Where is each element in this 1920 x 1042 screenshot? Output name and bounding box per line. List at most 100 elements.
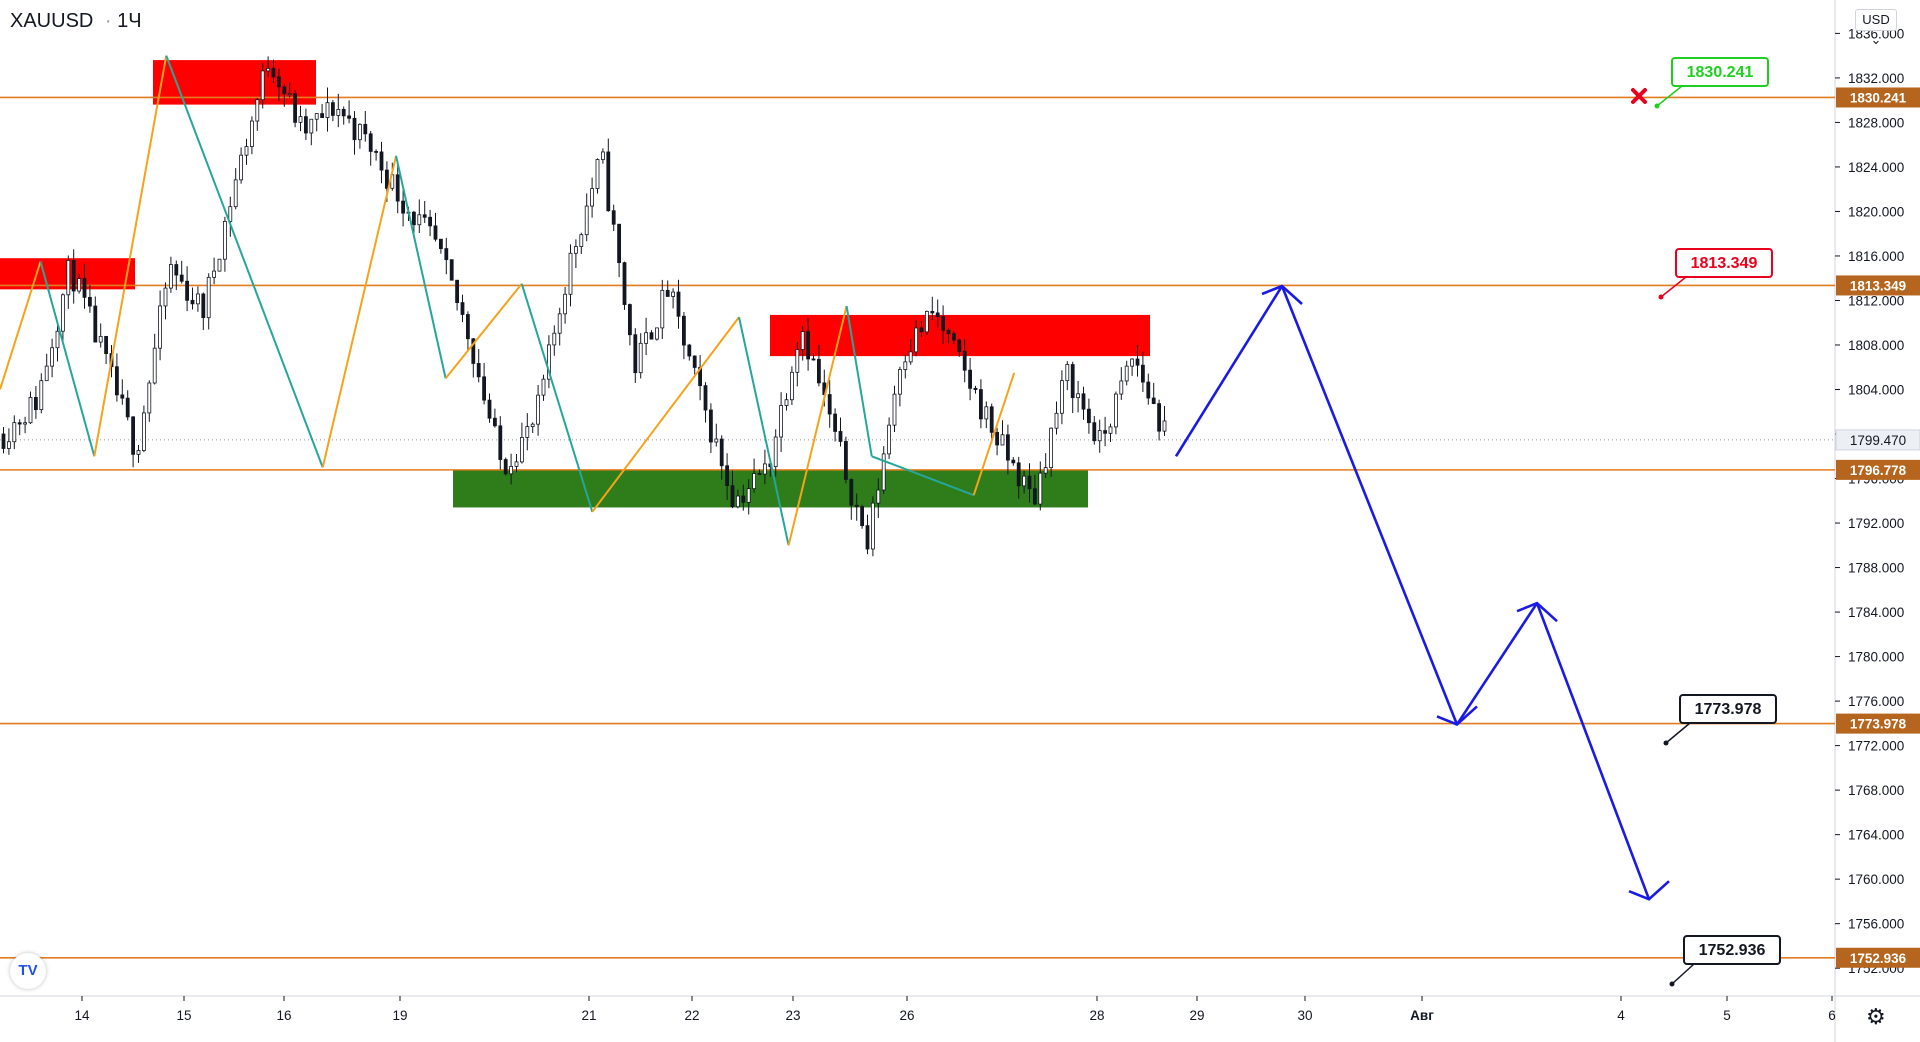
candle-body [357, 123, 362, 141]
candle-body [968, 369, 972, 389]
forecast-segment-0 [1174, 285, 1284, 457]
candle-body [590, 188, 594, 207]
candle-body [320, 113, 325, 118]
candle-body [1141, 364, 1145, 383]
callout-box-2 [1679, 694, 1777, 724]
candle-body [44, 365, 49, 382]
candle-body [1087, 408, 1091, 424]
candle-body [147, 382, 152, 414]
candle-body [77, 278, 81, 292]
candle-body [163, 287, 168, 307]
x-tick-label: 6 [1828, 1008, 1836, 1023]
candle-body [260, 70, 265, 101]
gear-icon[interactable]: ⚙ [1866, 1004, 1886, 1029]
level-price-badge-label-4: 1752.936 [1850, 951, 1907, 966]
candle-body [363, 123, 368, 135]
candle-body [66, 260, 71, 296]
current-price-badge-label: 1799.470 [1850, 433, 1906, 448]
candle-body [271, 68, 276, 78]
candle-body [71, 260, 76, 292]
candle-body [833, 413, 837, 432]
candle-body [925, 310, 929, 333]
candle-body [136, 450, 141, 455]
candle-body [547, 344, 551, 380]
candle-body [919, 327, 924, 333]
candle-body [61, 294, 65, 332]
candle-body [930, 310, 935, 314]
callouts-layer: 1830.241 1813.349 1773.978 1752.936 [1654, 57, 1781, 987]
candle-body [1135, 358, 1140, 366]
symbol-name: XAUUSD [10, 10, 94, 32]
candle-body [1151, 397, 1156, 404]
callout-anchor-1 [1658, 294, 1664, 300]
candle-body [93, 305, 98, 343]
y-tick-label: 1776.000 [1848, 694, 1904, 709]
candle-body [379, 151, 384, 171]
candle-body [806, 331, 810, 360]
candle-body [714, 438, 719, 443]
candle-body [665, 289, 670, 297]
level-price-badge-1 [1836, 275, 1920, 296]
candle-body [152, 347, 157, 384]
candle-body [817, 358, 821, 384]
level-price-badge-label-0: 1830.241 [1850, 90, 1907, 105]
price-axis[interactable]: 1836.0001832.0001828.0001824.0001820.000… [1835, 26, 1904, 976]
candle-body [1103, 430, 1107, 434]
candle-body [746, 488, 751, 503]
candle-body [876, 489, 881, 504]
zigzag-segment-5 [395, 155, 447, 379]
tradingview-logo-icon[interactable]: TV [10, 953, 46, 989]
candle-body [179, 274, 184, 282]
candle-body [1000, 434, 1005, 446]
candle-body [757, 473, 762, 475]
x-tick-label: 28 [1089, 1008, 1104, 1023]
candle-body [471, 338, 476, 364]
y-tick-label: 1772.000 [1848, 739, 1904, 754]
candle-body [854, 504, 859, 508]
callout-label-2: 1773.978 [1695, 701, 1762, 718]
candle-body [449, 259, 454, 281]
y-tick-label: 1792.000 [1848, 516, 1904, 531]
candle-body [276, 76, 281, 88]
candle-body [827, 394, 832, 415]
candle-body [773, 436, 778, 467]
candle-body [233, 179, 238, 208]
candles-layer [1, 56, 1167, 557]
level-price-badge-0 [1836, 87, 1920, 108]
candle-body [628, 304, 632, 336]
zigzag-segment-0 [0, 261, 42, 390]
candle-body [676, 291, 681, 317]
candle-body [1065, 364, 1070, 382]
x-tick-label: 26 [899, 1008, 914, 1023]
interval-label: 1Ч [117, 10, 142, 32]
candle-body [730, 485, 735, 508]
candle-body [595, 159, 600, 189]
candle-body [314, 113, 319, 120]
candle-body [98, 335, 103, 343]
y-tick-label: 1788.000 [1848, 561, 1904, 576]
symbol-title[interactable]: XAUUSD · 1Ч [10, 10, 142, 32]
candle-body [692, 355, 697, 368]
forecast-arrowhead-1 [1436, 705, 1478, 726]
candle-body [1108, 426, 1113, 434]
callout-box-3 [1683, 935, 1781, 965]
candle-body [115, 366, 119, 396]
candle-body [395, 174, 400, 202]
candle-body [255, 99, 260, 122]
candle-body [55, 330, 60, 349]
candle-body [784, 399, 789, 406]
candle-body [325, 102, 330, 118]
currency-selector[interactable]: USD ⌄ [1855, 9, 1897, 47]
zigzag-segment-6 [444, 283, 523, 379]
candle-body [898, 369, 902, 395]
time-axis[interactable]: 14 15 16 19 21 22 23 26 28 29 30 Авг 4 5 6 [74, 996, 1836, 1023]
zigzag-segment-2 [93, 55, 168, 457]
candle-body [881, 453, 886, 491]
candle-body [617, 223, 621, 264]
candle-body [984, 406, 989, 420]
y-tick-label: 1820.000 [1848, 204, 1904, 219]
candle-body [1022, 475, 1026, 487]
candle-body [212, 270, 217, 278]
candle-body [633, 334, 638, 374]
